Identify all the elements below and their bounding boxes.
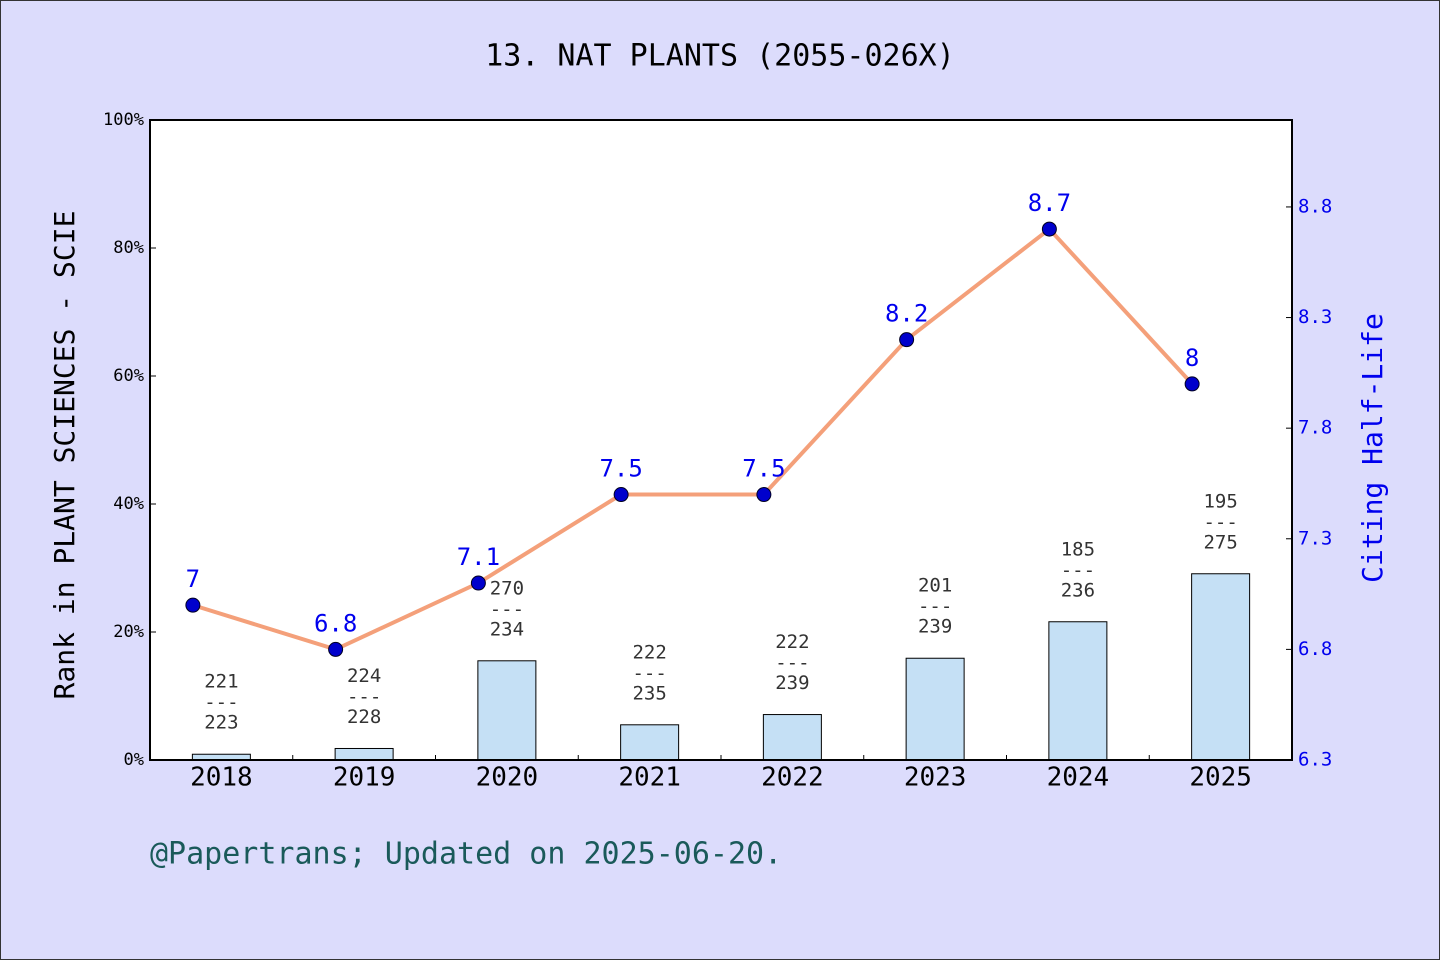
y-tick-label: 80% xyxy=(113,238,144,258)
total-label: 239 xyxy=(918,616,952,638)
line-marker xyxy=(899,332,915,348)
line-value-label: 7 xyxy=(186,565,200,593)
rank-separator: --- xyxy=(204,692,238,714)
total-label: 223 xyxy=(204,712,238,734)
bar xyxy=(620,724,680,761)
rank-label: 222 xyxy=(775,631,809,653)
line-marker xyxy=(613,487,629,503)
y2-tick-label: 6.3 xyxy=(1298,749,1332,771)
x-tick-label: 2018 xyxy=(190,763,253,793)
x-tick-label: 2020 xyxy=(476,763,539,793)
x-tick-label: 2023 xyxy=(904,763,967,793)
rank-separator: --- xyxy=(1203,511,1237,533)
line-value-label: 7.1 xyxy=(457,543,500,571)
x-tick-label: 2022 xyxy=(761,763,824,793)
bar xyxy=(1191,573,1251,761)
y2-axis-label: Citing Half-Life xyxy=(1356,313,1389,583)
y2-tick-label: 7.3 xyxy=(1298,527,1332,549)
rank-separator: --- xyxy=(1061,559,1095,581)
bar xyxy=(762,714,822,761)
plot-frame xyxy=(149,119,1293,761)
y2-tick-label: 6.8 xyxy=(1298,638,1332,660)
rank-separator: --- xyxy=(775,652,809,674)
rank-label: 224 xyxy=(347,665,381,687)
total-label: 235 xyxy=(632,682,666,704)
y-tick-label: 0% xyxy=(124,750,144,770)
y2-tick-label: 7.8 xyxy=(1298,417,1332,439)
line-value-label: 7.5 xyxy=(742,455,785,483)
chart-title: 13. NAT PLANTS (2055-026X) xyxy=(485,39,955,74)
y-tick-label: 20% xyxy=(113,622,144,642)
total-label: 236 xyxy=(1061,579,1095,601)
rank-label: 201 xyxy=(918,575,952,597)
rank-separator: --- xyxy=(490,598,524,620)
y-tick-label: 100% xyxy=(103,110,144,130)
rank-separator: --- xyxy=(632,662,666,684)
x-tick-label: 2019 xyxy=(333,763,396,793)
x-tick-label: 2021 xyxy=(618,763,681,793)
total-label: 228 xyxy=(347,706,381,728)
rank-label: 185 xyxy=(1061,538,1095,560)
line-marker xyxy=(328,641,344,657)
line-value-label: 6.8 xyxy=(314,609,357,637)
line xyxy=(192,226,1194,652)
bar xyxy=(334,747,394,761)
rank-label: 195 xyxy=(1203,490,1237,512)
line-value-label: 7.5 xyxy=(599,455,642,483)
line-marker xyxy=(1041,221,1057,237)
footer: @Papertrans; Updated on 2025-06-20. xyxy=(150,837,782,872)
rank-label: 222 xyxy=(632,641,666,663)
rank-label: 221 xyxy=(204,671,238,693)
bar xyxy=(477,660,537,761)
rank-separator: --- xyxy=(918,596,952,618)
y-axis-label: Rank in PLANT SCIENCES - SCIE xyxy=(48,211,81,700)
total-label: 239 xyxy=(775,672,809,694)
line-value-label: 8.7 xyxy=(1028,189,1071,217)
x-tick-label: 2024 xyxy=(1047,763,1110,793)
y-tick-label: 40% xyxy=(113,494,144,514)
plot-area xyxy=(150,120,1292,760)
y2-tick-label: 8.3 xyxy=(1298,306,1332,328)
line-marker xyxy=(470,575,486,591)
line-value-label: 8.2 xyxy=(885,300,928,328)
total-label: 234 xyxy=(490,618,524,640)
line-marker xyxy=(756,487,772,503)
x-tick-label: 2025 xyxy=(1189,763,1252,793)
total-label: 275 xyxy=(1203,531,1237,553)
y-tick-label: 60% xyxy=(113,366,144,386)
line-marker xyxy=(1184,376,1200,392)
line-marker xyxy=(185,597,201,613)
y2-tick-label: 8.8 xyxy=(1298,195,1332,217)
rank-label: 270 xyxy=(490,577,524,599)
bar xyxy=(1048,621,1108,761)
line-value-label: 8 xyxy=(1185,344,1199,372)
bar xyxy=(905,657,965,761)
rank-separator: --- xyxy=(347,686,381,708)
